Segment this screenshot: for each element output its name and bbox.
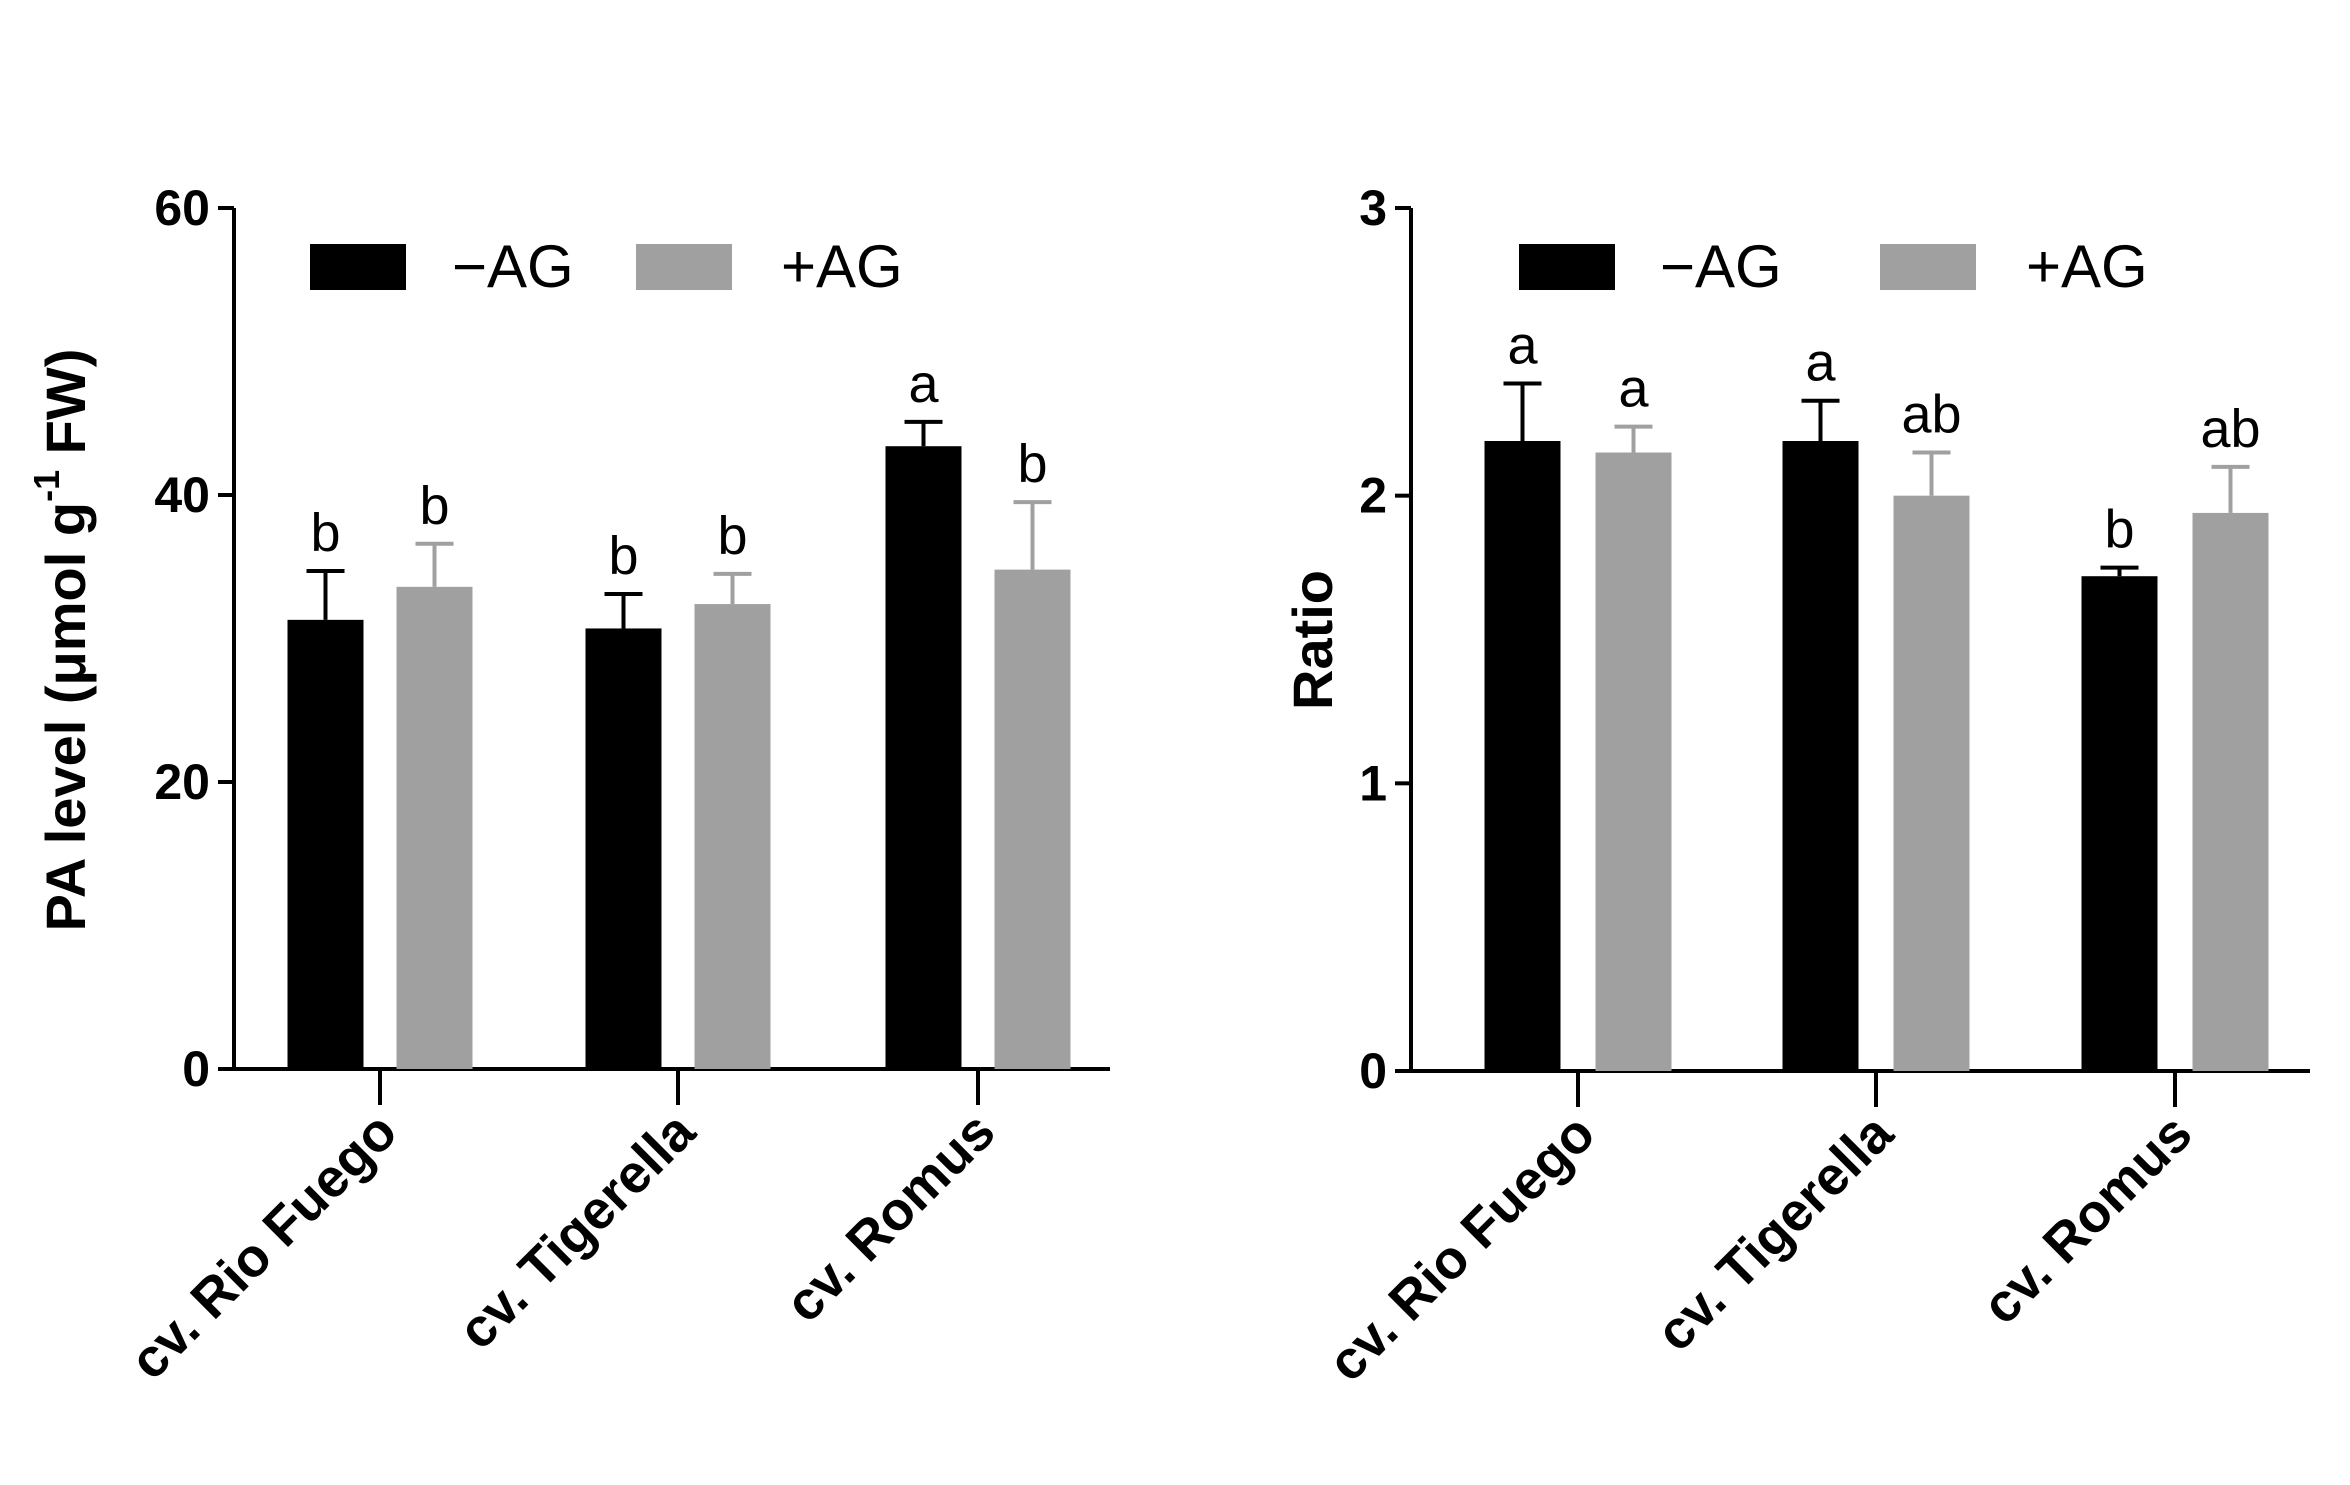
- legend-swatch-plus-ag: [636, 244, 732, 290]
- bar-plus-ag: [1595, 452, 1672, 1071]
- significance-letter: a: [1805, 333, 1836, 393]
- bar-minus-ag: [2081, 576, 2158, 1071]
- y-axis-label-part: FW): [34, 349, 97, 470]
- bar-minus-ag: [1484, 441, 1561, 1071]
- y-tick-label: 1: [1359, 755, 1387, 811]
- x-tick-label: cv. Tigerella: [1645, 1102, 1905, 1362]
- significance-letter: b: [419, 476, 449, 536]
- y-axis-label: PA level (μmol g-1 FW): [26, 349, 97, 932]
- bar-minus-ag: [585, 628, 662, 1069]
- significance-letter: a: [908, 354, 939, 414]
- y-tick-label: 0: [1359, 1043, 1387, 1099]
- legend-label-plus-ag: +AG: [781, 233, 903, 300]
- y-axis-label-part: μ: [34, 651, 97, 685]
- legend-label-minus-ag: −AG: [1660, 233, 1782, 300]
- bar-plus-ag: [694, 604, 771, 1069]
- x-tick-label: cv. Rio Fuego: [119, 1101, 409, 1391]
- y-tick-label: 60: [154, 180, 210, 236]
- legend-swatch-plus-ag: [1880, 244, 1976, 290]
- y-tick-label: 0: [182, 1041, 210, 1097]
- bar-plus-ag: [396, 586, 473, 1069]
- chart-panel-pa-level: PA level (μmol g-1 FW) 0 20 40 60 cv. Rio Fue…: [26, 180, 1110, 1391]
- legend-swatch-minus-ag: [310, 244, 406, 290]
- y-axis-label-part: PA level (: [34, 685, 97, 931]
- x-tick-label: cv. Romus: [774, 1101, 1007, 1334]
- bar-minus-ag: [287, 619, 364, 1069]
- x-tick-label: cv. Tigerella: [447, 1100, 707, 1360]
- significance-letter: ab: [2200, 399, 2260, 459]
- significance-letter: b: [1017, 434, 1047, 494]
- bar-plus-ag: [994, 569, 1071, 1069]
- y-tick-label: 20: [154, 754, 210, 810]
- y-axis-label-part: Ratio: [1281, 570, 1344, 710]
- bar-minus-ag: [1782, 441, 1859, 1071]
- y-tick-label: 40: [154, 467, 210, 523]
- bar-minus-ag: [885, 446, 962, 1070]
- significance-letter: b: [310, 503, 340, 563]
- significance-letter: b: [717, 506, 747, 566]
- x-tick-label: cv. Romus: [1971, 1103, 2204, 1336]
- chart-panel-ratio: Ratio 0 1 2 3 cv. Rio Fuego a a cv. Tigerella a ab…: [1281, 180, 2310, 1393]
- y-axis-label: Ratio: [1281, 570, 1344, 710]
- significance-letter: b: [608, 526, 638, 586]
- y-tick-label: 3: [1359, 180, 1387, 236]
- legend-swatch-minus-ag: [1519, 244, 1615, 290]
- legend-label-minus-ag: −AG: [452, 233, 574, 300]
- x-tick-label: cv. Rio Fuego: [1317, 1103, 1607, 1393]
- bar-plus-ag: [1893, 495, 1970, 1072]
- significance-letter: a: [1507, 315, 1538, 375]
- y-axis-label-superscript: -1: [26, 470, 67, 502]
- y-tick-label: 2: [1359, 468, 1387, 524]
- bar-plus-ag: [2192, 512, 2269, 1071]
- significance-letter: ab: [1901, 385, 1961, 445]
- significance-letter: b: [2104, 500, 2134, 560]
- significance-letter: a: [1618, 359, 1649, 419]
- legend-label-plus-ag: +AG: [2026, 233, 2148, 300]
- y-axis-label-part: mol g: [34, 502, 97, 651]
